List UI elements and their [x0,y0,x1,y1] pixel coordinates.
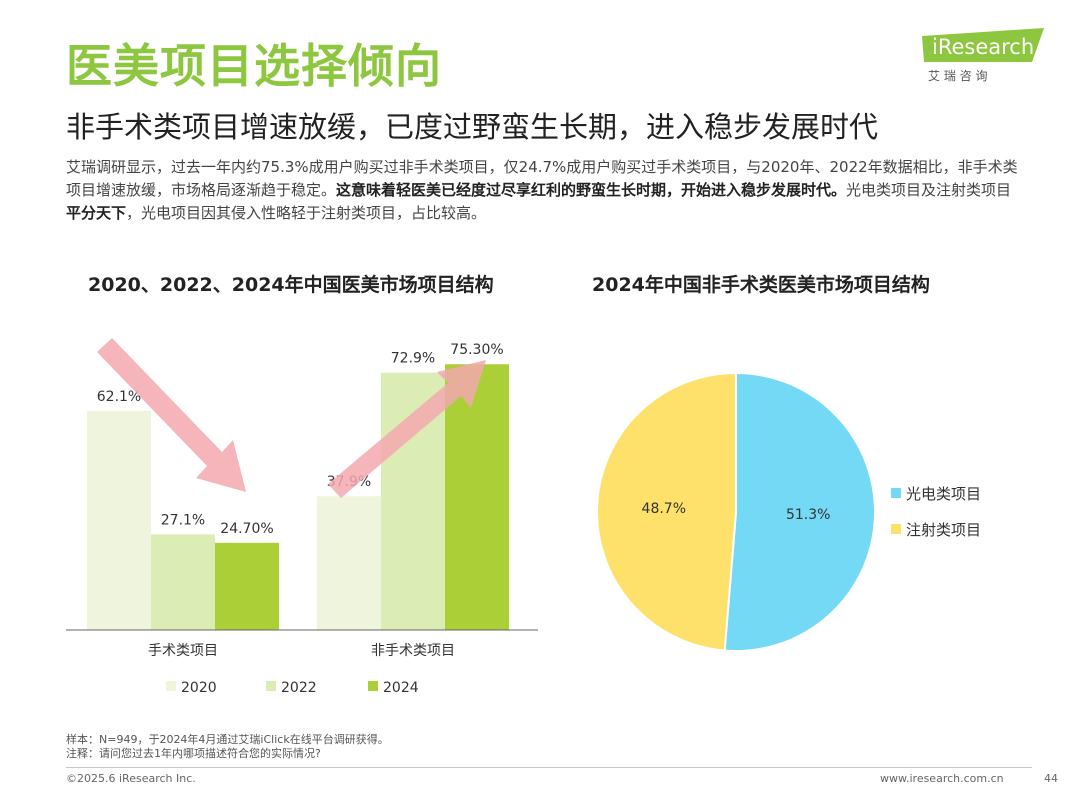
page-number: 44 [1044,772,1058,785]
intro-text-2: 光电类项目及注射类项目 [846,181,1012,199]
pie-chart-title: 2024年中国非手术类医美市场项目结构 [592,274,930,296]
up-trend-arrow [328,360,486,498]
page-title: 医美项目选择倾向 [66,39,442,93]
pie-slice-0 [723,371,876,652]
legend-label-2020: 2020 [181,680,217,696]
legend-swatch-2024 [368,681,378,691]
bar-2022-0 [151,534,215,630]
bar-2024-1 [445,364,509,630]
legend-label-2022: 2022 [281,680,317,696]
intro-text-3: ，光电项目因其侵入性略轻于注射类项目，占比较高。 [126,204,487,222]
pie-legend-label-0: 光电类项目 [906,485,981,503]
question-note: 注释：请问您过去1年内哪项描述符合您的实际情况? [66,747,321,760]
bar-chart-title: 2020、2022、2024年中国医美市场项目结构 [88,274,494,296]
page-subtitle: 非手术类项目增速放缓，已度过野蛮生长期，进入稳步发展时代 [66,110,879,144]
legend-label-2024: 2024 [383,680,419,696]
legend-swatch-2022 [266,681,276,691]
intro-bold-1: 这意味着轻医美已经度过尽享红利的野蛮生长时期，开始进入稳步发展时代。 [336,181,847,199]
intro-bold-2: 平分天下 [66,204,127,222]
down-trend-arrow [97,338,246,492]
footer-divider [66,767,1032,768]
category-label-1: 非手术类项目 [371,643,455,659]
pie-legend-swatch-0 [891,488,901,498]
iresearch-logo: iResearch 艾 瑞 咨 询 [922,28,1044,83]
pie-slice-1 [596,371,737,652]
bar-label-2022-1: 72.9% [391,351,435,367]
logo-chinese-text: 艾 瑞 咨 询 [928,68,987,83]
category-label-0: 手术类项目 [148,643,218,659]
bar-label-2020-0: 62.1% [97,389,141,405]
bar-2020-1 [317,496,381,630]
bar-label-2024-0: 24.70% [220,521,273,537]
bar-label-2022-0: 27.1% [161,512,205,528]
website-link[interactable]: www.iresearch.com.cn [880,772,1004,785]
intro-paragraph: 艾瑞调研显示，过去一年内约75.3%成用户购买过非手术类项目，仅24.7%成用户… [66,156,1026,225]
legend-swatch-2020 [166,681,176,691]
pie-label-1: 48.7% [642,501,686,517]
copyright: ©2025.6 iResearch Inc. [66,772,196,785]
logo-banner [922,28,1044,62]
intro-text-1: 艾瑞调研显示，过去一年内约75.3%成用户购买过非手术类项目，仅24.7%成用户… [66,158,1018,199]
bar-2020-0 [87,410,151,630]
footer-notes: 样本：N=949，于2024年4月通过艾瑞iClick在线平台调研获得。 注释：… [66,733,389,761]
pie-label-0: 51.3% [786,507,830,523]
pie-legend-swatch-1 [891,524,901,534]
bar-2024-0 [215,542,279,630]
bar-label-2024-1: 75.30% [450,342,503,358]
pie-legend-label-1: 注射类项目 [906,521,981,539]
sample-note: 样本：N=949，于2024年4月通过艾瑞iClick在线平台调研获得。 [66,733,389,746]
logo-brand-text: iResearch [932,35,1034,59]
